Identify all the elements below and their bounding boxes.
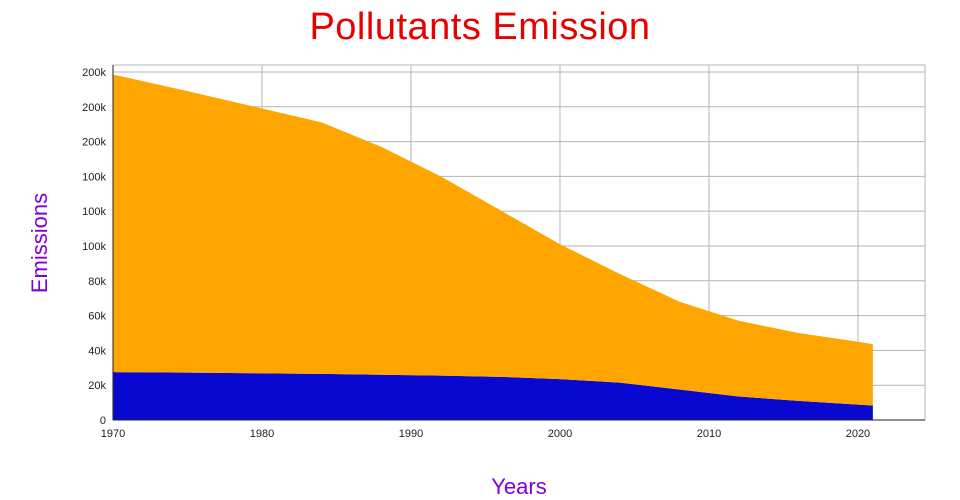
y-tick-label: 100k [82, 241, 106, 253]
y-tick-label: 80k [88, 276, 106, 288]
y-tick-label: 0 [100, 415, 106, 427]
orange-series-area [113, 74, 873, 406]
blue-series-area [113, 372, 873, 420]
y-tick-label: 200k [82, 137, 106, 149]
x-tick-label: 1980 [250, 428, 274, 440]
y-tick-label: 60k [88, 311, 106, 323]
x-tick-label: 1970 [101, 428, 125, 440]
y-tick-label: 100k [82, 171, 106, 183]
x-tick-label: 1990 [399, 428, 423, 440]
x-tick-label: 2000 [548, 428, 572, 440]
y-tick-label: 200k [82, 102, 106, 114]
x-tick-label: 2020 [846, 428, 870, 440]
x-axis-title: Years [491, 474, 547, 499]
chart-title: Pollutants Emission [309, 6, 651, 48]
y-tick-label: 200k [82, 67, 106, 79]
y-tick-label: 100k [82, 206, 106, 218]
y-tick-label: 20k [88, 380, 106, 392]
y-tick-label: 40k [88, 345, 106, 357]
x-tick-label: 2010 [697, 428, 721, 440]
